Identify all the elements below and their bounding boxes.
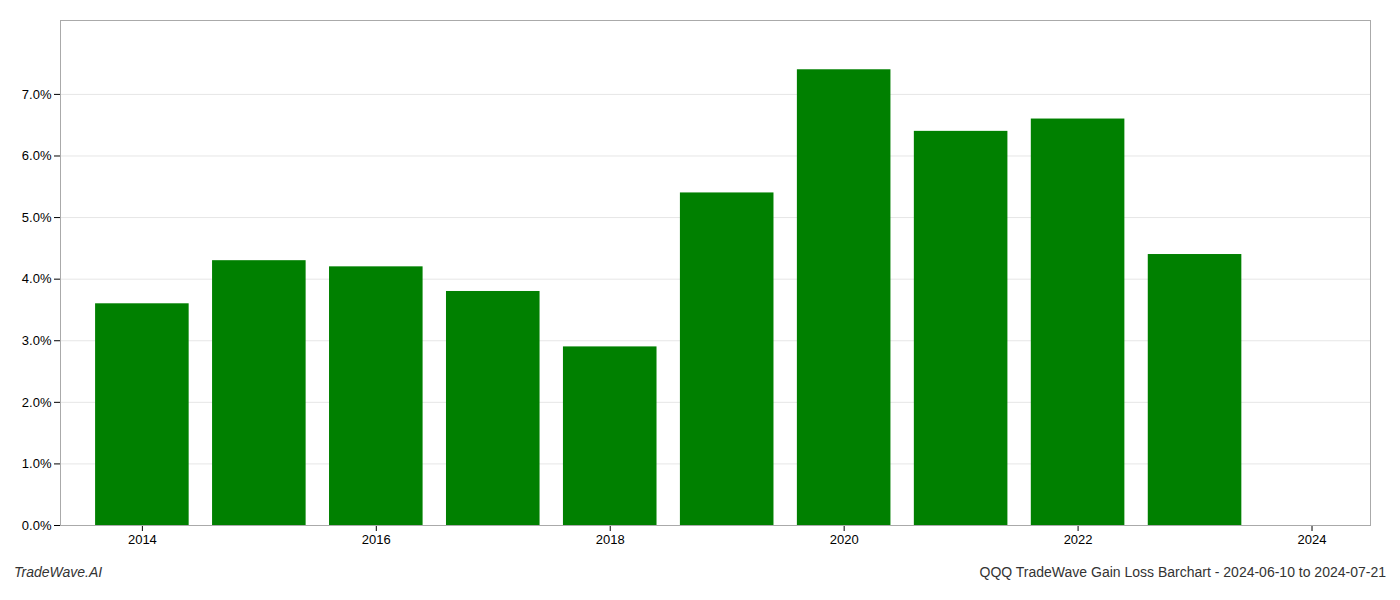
svg-text:2016: 2016 bbox=[362, 532, 391, 547]
svg-text:2024: 2024 bbox=[1298, 532, 1327, 547]
svg-text:2.0%: 2.0% bbox=[22, 394, 52, 409]
svg-text:4.0%: 4.0% bbox=[22, 271, 52, 286]
svg-text:2014: 2014 bbox=[128, 532, 157, 547]
svg-text:0.0%: 0.0% bbox=[22, 518, 52, 533]
svg-text:3.0%: 3.0% bbox=[22, 333, 52, 348]
svg-text:7.0%: 7.0% bbox=[22, 87, 52, 102]
html-text:TradeWave.AI: TradeWave.AI bbox=[14, 564, 103, 580]
svg-text:1.0%: 1.0% bbox=[22, 456, 52, 471]
svg-text:2022: 2022 bbox=[1064, 532, 1093, 547]
svg-text:6.0%: 6.0% bbox=[22, 148, 52, 163]
svg-text:2020: 2020 bbox=[830, 532, 859, 547]
svg-text:5.0%: 5.0% bbox=[22, 210, 52, 225]
svg-text:2018: 2018 bbox=[596, 532, 625, 547]
html-text:QQQ TradeWave Gain Loss Barcha: QQQ TradeWave Gain Loss Barchart - 2024-… bbox=[979, 564, 1386, 580]
